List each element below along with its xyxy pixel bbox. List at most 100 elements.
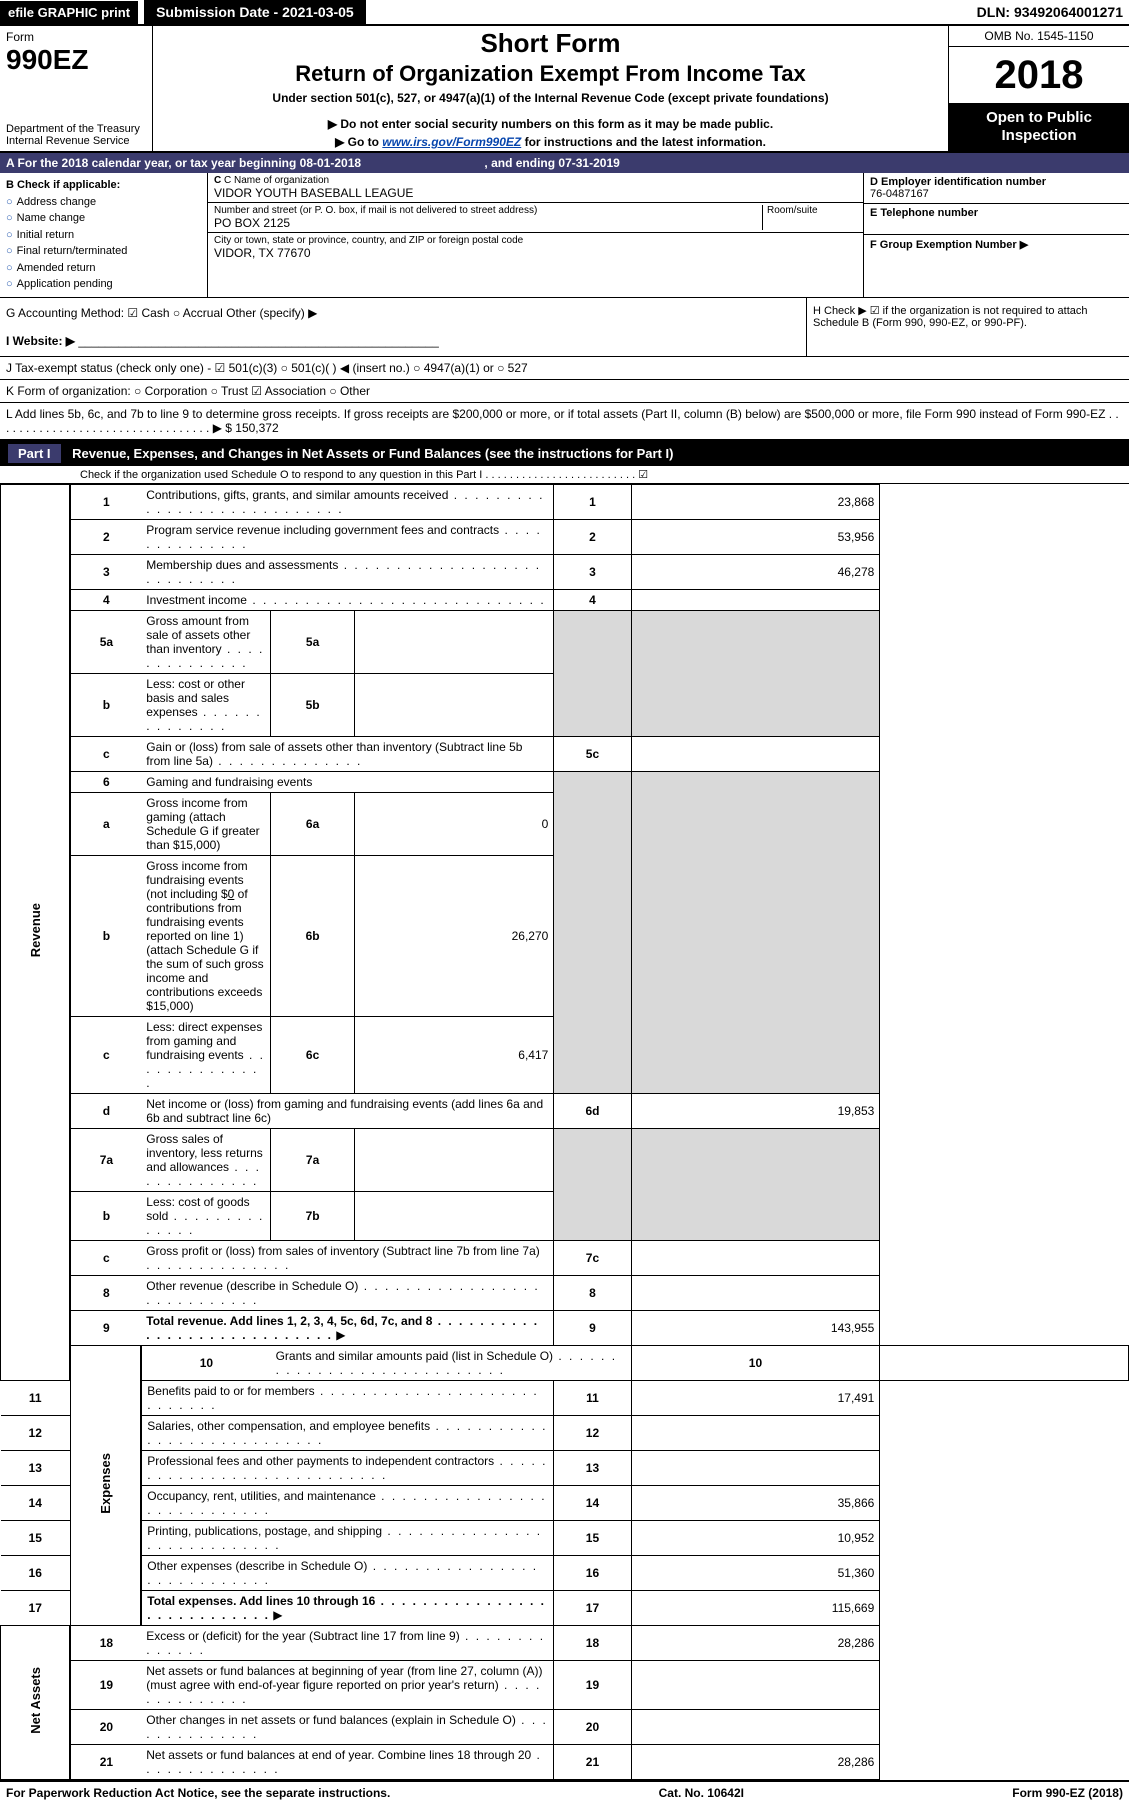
line-15-desc: Printing, publications, postage, and shi… (141, 1520, 554, 1555)
part1-header-row: Part I Revenue, Expenses, and Changes in… (0, 441, 1129, 466)
footer-left: For Paperwork Reduction Act Notice, see … (6, 1786, 390, 1800)
c-label: C C Name of organization (214, 175, 857, 186)
line-6d-refnum: 6d (554, 1093, 631, 1128)
line-4-val (631, 589, 880, 610)
line-4-refnum: 4 (554, 589, 631, 610)
line-6c-subnum: 6c (271, 1016, 355, 1093)
line-3-refnum: 3 (554, 554, 631, 589)
line-2-refnum: 2 (554, 519, 631, 554)
line-6d-num: d (70, 1093, 141, 1128)
line-20-num: 20 (70, 1709, 141, 1744)
check-initial-return[interactable]: Initial return (6, 227, 201, 244)
line-7b-desc: Less: cost of goods sold (141, 1191, 270, 1240)
line-5c-refnum: 5c (554, 736, 631, 771)
line-15-refnum: 15 (554, 1520, 631, 1555)
line-5a-num: 5a (70, 610, 141, 673)
f-label: F Group Exemption Number ▶ (870, 238, 1123, 251)
line-11-desc: Benefits paid to or for members (141, 1380, 554, 1415)
grey-7 (554, 1128, 631, 1240)
line-2-desc: Program service revenue including govern… (141, 519, 554, 554)
grey-5-val (631, 610, 880, 736)
line-7c-refnum: 7c (554, 1240, 631, 1275)
grey-7-val (631, 1128, 880, 1240)
line-6b-num: b (70, 855, 141, 1016)
line-15-val: 10,952 (631, 1520, 880, 1555)
city-state-zip: VIDOR, TX 77670 (214, 246, 857, 260)
line-16-val: 51,360 (631, 1555, 880, 1590)
tax-period: A For the 2018 calendar year, or tax yea… (0, 153, 1129, 173)
line-10-refnum: 10 (631, 1345, 880, 1380)
line-20-desc: Other changes in net assets or fund bala… (141, 1709, 554, 1744)
part1-check-o: Check if the organization used Schedule … (0, 466, 1129, 484)
room-label: Room/suite (767, 205, 857, 216)
line-5c-val (631, 736, 880, 771)
check-application-pending[interactable]: Application pending (6, 276, 201, 293)
line-5a-subval (355, 610, 554, 673)
line-4-desc: Investment income (141, 589, 554, 610)
line-6a-subval: 0 (355, 792, 554, 855)
footer-right: Form 990-EZ (2018) (1012, 1786, 1123, 1800)
line-1-val: 23,868 (631, 484, 880, 519)
footer-mid: Cat. No. 10642I (659, 1786, 744, 1800)
line-10-val (880, 1345, 1129, 1380)
check-amended-return[interactable]: Amended return (6, 260, 201, 277)
line-7c-val (631, 1240, 880, 1275)
part1-header: Part I Revenue, Expenses, and Changes in… (0, 441, 1129, 466)
line-11-refnum: 11 (554, 1380, 631, 1415)
grey-6-val (631, 771, 880, 1093)
line-15-num: 15 (1, 1520, 71, 1555)
line-12-num: 12 (1, 1415, 71, 1450)
ssn-warning: ▶ Do not enter social security numbers o… (161, 117, 940, 131)
line-7b-num: b (70, 1191, 141, 1240)
grey-5 (554, 610, 631, 736)
irs-link[interactable]: www.irs.gov/Form990EZ (382, 135, 521, 149)
check-name-change[interactable]: Name change (6, 210, 201, 227)
dept-treasury: Department of the Treasury Internal Reve… (6, 123, 146, 147)
accounting-method: G Accounting Method: ☑ Cash ○ Accrual Ot… (6, 306, 800, 320)
website: I Website: ▶ ___________________________… (6, 334, 800, 348)
form-label: Form (6, 30, 146, 44)
line-5c-num: c (70, 736, 141, 771)
note2-pre: ▶ Go to (335, 135, 382, 149)
line-1-desc: Contributions, gifts, grants, and simila… (141, 484, 554, 519)
line-13-num: 13 (1, 1450, 71, 1485)
line-6b-subval: 26,270 (355, 855, 554, 1016)
schedule-b-check: H Check ▶ ☑ if the organization is not r… (806, 298, 1129, 356)
d-label: D Employer identification number (870, 176, 1123, 188)
e-label: E Telephone number (870, 207, 1123, 219)
form-number: 990EZ (6, 44, 146, 76)
expenses-section-label: Expenses (70, 1345, 141, 1625)
line-19-num: 19 (70, 1660, 141, 1709)
header-left: Form 990EZ Department of the Treasury In… (0, 26, 153, 151)
line-1-num: 1 (70, 484, 141, 519)
check-address-change[interactable]: Address change (6, 194, 201, 211)
line-8-desc: Other revenue (describe in Schedule O) (141, 1275, 554, 1310)
b-label: B Check if applicable: (6, 177, 201, 194)
efile-badge: efile GRAPHIC print (0, 1, 138, 24)
note2-post: for instructions and the latest informat… (521, 135, 766, 149)
line-17-desc: Total expenses. Add lines 10 through 16 … (141, 1590, 554, 1625)
line-7a-desc: Gross sales of inventory, less returns a… (141, 1128, 270, 1191)
grey-6 (554, 771, 631, 1093)
omb-number: OMB No. 1545-1150 (949, 26, 1129, 47)
line-2-val: 53,956 (631, 519, 880, 554)
line-8-refnum: 8 (554, 1275, 631, 1310)
line-7b-subval (355, 1191, 554, 1240)
line-21-desc: Net assets or fund balances at end of ye… (141, 1744, 554, 1779)
check-final-return[interactable]: Final return/terminated (6, 243, 201, 260)
period-end: , and ending 07-31-2019 (484, 156, 619, 170)
row-g-h: G Accounting Method: ☑ Cash ○ Accrual Ot… (0, 298, 1129, 357)
section-b-checks: B Check if applicable: Address change Na… (0, 173, 208, 297)
line-7c-desc: Gross profit or (loss) from sales of inv… (141, 1240, 554, 1275)
ein: 76-0487167 (870, 188, 1123, 200)
line-17-val: 115,669 (631, 1590, 880, 1625)
dept-line2: Internal Revenue Service (6, 135, 146, 147)
line-13-val (631, 1450, 880, 1485)
header-right: OMB No. 1545-1150 2018 Open to Public In… (949, 26, 1129, 151)
submission-date: Submission Date - 2021-03-05 (144, 0, 366, 24)
period-begin: A For the 2018 calendar year, or tax yea… (6, 156, 361, 170)
line-9-val: 143,955 (631, 1310, 880, 1345)
org-name: VIDOR YOUTH BASEBALL LEAGUE (214, 186, 857, 200)
short-form-title: Short Form (161, 28, 940, 59)
line-21-num: 21 (70, 1744, 141, 1779)
